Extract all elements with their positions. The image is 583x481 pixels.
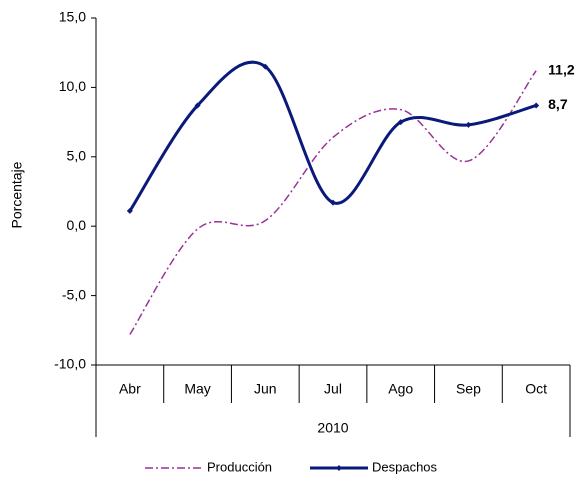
x-tick-label: Jul [324, 381, 342, 397]
y-tick-label: -10,0 [54, 356, 86, 372]
point-marker [262, 63, 269, 70]
x-tick-label: Jun [254, 381, 277, 397]
x-tick-label: Oct [525, 381, 547, 397]
x-group-label: 2010 [317, 420, 348, 436]
y-tick-label: 10,0 [59, 78, 86, 94]
data-label: 8,7 [548, 96, 568, 112]
point-marker [330, 199, 336, 206]
x-tick-label: Sep [456, 381, 481, 397]
x-tick-label: May [184, 381, 210, 397]
data-label: 11,2 [548, 61, 575, 77]
point-marker [126, 207, 133, 214]
point-marker [533, 102, 540, 109]
x-tick-label: Abr [119, 381, 141, 397]
x-tick-label: Ago [388, 381, 413, 397]
point-marker [194, 102, 201, 109]
legend-label: Despachos [372, 459, 438, 474]
y-tick-label: 15,0 [59, 9, 86, 25]
point-marker [397, 119, 404, 126]
y-tick-label: -5,0 [62, 286, 86, 302]
y-tick-label: 5,0 [67, 148, 87, 164]
point-marker [465, 121, 472, 128]
line-series [129, 70, 537, 335]
legend-label: Producción [207, 459, 272, 474]
legend-marker [336, 465, 342, 471]
y-tick-label: 0,0 [67, 217, 87, 233]
y-axis-label: Porcentaje [9, 161, 25, 228]
